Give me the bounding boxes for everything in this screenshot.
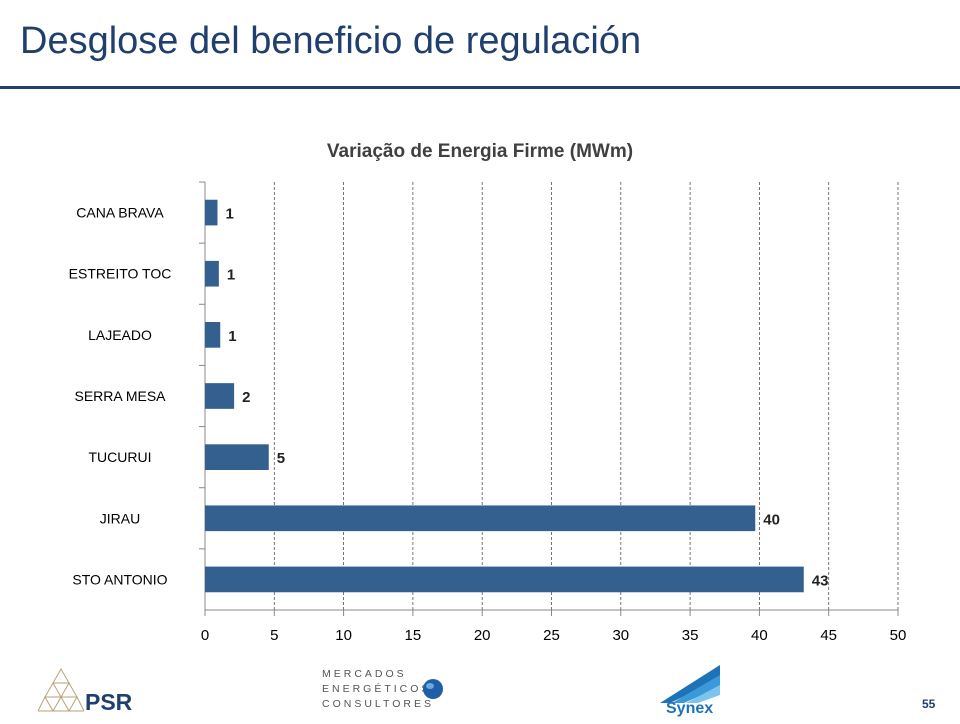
x-tick-label: 30 (612, 627, 629, 644)
globe-icon (423, 679, 443, 699)
mercados-logo-line2: ENERGÉTICOS (322, 683, 432, 695)
data-label: 1 (228, 328, 236, 345)
category-label: CANA BRAVA (76, 205, 164, 221)
synex-logo-text: Synex (666, 700, 714, 717)
x-tick-label: 15 (405, 627, 422, 644)
mercados-logo-line3: CONSULTORES (322, 698, 434, 710)
category-label: LAJEADO (88, 327, 152, 343)
mercados-logo: MERCADOS ENERGÉTICOS CONSULTORES (322, 668, 462, 720)
psr-triangles-icon (37, 667, 85, 712)
chart-title: Variação de Energia Firme (MWm) (326, 141, 634, 162)
title-divider (0, 86, 960, 89)
category-label: TUCURUI (89, 449, 152, 465)
bar (205, 505, 756, 532)
slide-title: Desglose del beneficio de regulación (20, 20, 642, 62)
bar (205, 260, 219, 287)
data-label: 43 (812, 572, 829, 589)
x-tick-label: 20 (474, 627, 491, 644)
category-label: SERRA MESA (74, 388, 166, 404)
data-label: 1 (227, 267, 235, 284)
x-tick-label: 25 (543, 627, 560, 644)
x-tick-label: 35 (682, 627, 699, 644)
psr-logo-text: PSR (85, 689, 133, 715)
mercados-logo-line1: MERCADOS (322, 668, 407, 680)
bar (205, 444, 269, 470)
synex-wave-icon (660, 665, 720, 703)
bar (205, 322, 221, 348)
data-label: 40 (763, 511, 780, 528)
bar (205, 566, 804, 593)
bar (205, 383, 235, 409)
data-label: 5 (277, 450, 285, 467)
x-tick-label: 50 (890, 627, 907, 644)
data-label: 1 (225, 206, 233, 223)
category-label: STO ANTONIO (72, 571, 167, 587)
psr-logo: PSR (37, 663, 158, 719)
category-label: ESTREITO TOC (69, 266, 172, 282)
x-tick-label: 45 (820, 627, 837, 644)
data-label: 2 (242, 389, 250, 406)
x-tick-label: 10 (335, 627, 352, 644)
x-tick-label: 5 (270, 627, 278, 644)
x-tick-label: 40 (751, 627, 768, 644)
bar (205, 199, 218, 226)
page-number: 55 (922, 697, 936, 711)
category-label: JIRAU (100, 510, 140, 526)
x-tick-label: 0 (201, 627, 209, 644)
synex-logo: Synex (660, 665, 730, 720)
